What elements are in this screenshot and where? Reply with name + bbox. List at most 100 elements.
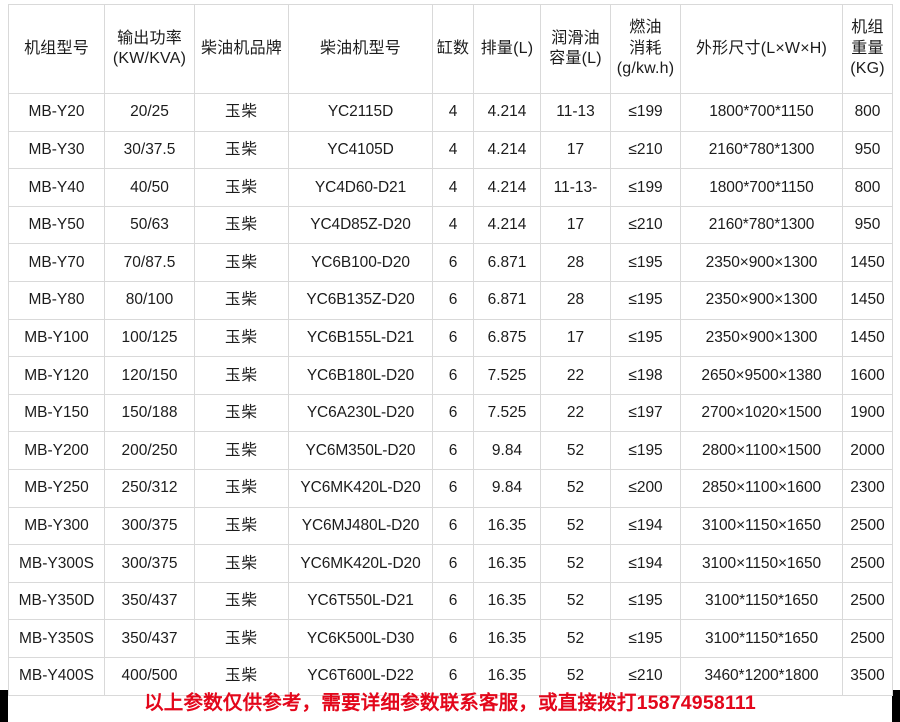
- cell-fuel: ≤195: [610, 243, 681, 282]
- cell-brand: 玉柴: [194, 93, 289, 132]
- cell-disp: 4.214: [473, 93, 541, 132]
- cell-cyl: 6: [432, 243, 474, 282]
- cell-cyl: 6: [432, 431, 474, 470]
- spec-table-wrapper: 机组型号 输出功率 (KW/KVA) 柴油机品牌 柴油机型号 缸数 排量(L) 润滑油 容量(L…: [8, 4, 893, 696]
- cell-model: MB-Y40: [8, 168, 105, 207]
- cell-weight: 3500: [842, 656, 893, 696]
- cell-model: MB-Y70: [8, 243, 105, 282]
- cell-disp: 16.35: [473, 656, 541, 696]
- cell-cyl: 6: [432, 506, 474, 546]
- cell-weight: 2500: [842, 581, 893, 621]
- cell-dim: 3100×1150×1650: [680, 506, 843, 546]
- column-header-model-line-1: 机组型号: [24, 39, 89, 57]
- cell-dim: 2700×1020×1500: [680, 393, 843, 433]
- cell-engine: YC6MK420L-D20: [288, 544, 433, 583]
- cell-dim: 2350×900×1300: [680, 318, 843, 358]
- table-row: MB-Y300 300/375 玉柴 YC6MJ480L-D20 6 16.35 52 ≤19…: [8, 506, 893, 546]
- cell-engine: YC6A230L-D20: [288, 393, 433, 433]
- cell-oil: 28: [540, 243, 611, 282]
- cell-cyl: 6: [432, 581, 474, 621]
- column-header-dim: 外形尺寸(L×W×H): [680, 4, 843, 94]
- cell-model: MB-Y400S: [8, 656, 105, 696]
- cell-brand: 玉柴: [194, 468, 289, 508]
- table-row: MB-Y20 20/25 玉柴 YC2115D 4 4.214 11-13 ≤199 1800*…: [8, 93, 893, 132]
- cell-dim: 2650×9500×1380: [680, 356, 843, 395]
- cell-model: MB-Y350S: [8, 619, 105, 658]
- cell-power: 300/375: [104, 506, 195, 546]
- cell-disp: 16.35: [473, 544, 541, 583]
- cell-cyl: 4: [432, 93, 474, 132]
- cell-brand: 玉柴: [194, 506, 289, 546]
- cell-power: 70/87.5: [104, 243, 195, 282]
- cell-power: 40/50: [104, 168, 195, 207]
- cell-cyl: 4: [432, 130, 474, 170]
- cell-power: 80/100: [104, 280, 195, 320]
- cell-disp: 6.871: [473, 280, 541, 320]
- cell-model: MB-Y250: [8, 468, 105, 508]
- column-header-cyl: 缸数: [432, 4, 474, 94]
- footer-disclaimer: 以上参数仅供参考，需要详细参数联系客服，或直接拨打15874958111: [144, 692, 756, 714]
- cell-weight: 950: [842, 130, 893, 170]
- cell-weight: 800: [842, 93, 893, 132]
- cell-engine: YC6B180L-D20: [288, 356, 433, 395]
- cell-fuel: ≤195: [610, 431, 681, 470]
- table-header: 机组型号 输出功率 (KW/KVA) 柴油机品牌 柴油机型号 缸数 排量(L) 润滑油 容量(L…: [8, 4, 893, 94]
- cell-cyl: 6: [432, 393, 474, 433]
- edge-strip-right: [892, 690, 900, 722]
- cell-disp: 9.84: [473, 431, 541, 470]
- cell-disp: 6.871: [473, 243, 541, 282]
- column-header-fuel-line-3: (g/kw.h): [616, 60, 675, 78]
- table-row: MB-Y30 30/37.5 玉柴 YC4105D 4 4.214 17 ≤210 2160*7…: [8, 130, 893, 170]
- cell-fuel: ≤210: [610, 130, 681, 170]
- table-row: MB-Y300S 300/375 玉柴 YC6MK420L-D20 6 16.35 52 ≤1…: [8, 544, 893, 583]
- cell-engine: YC4105D: [288, 130, 433, 170]
- cell-brand: 玉柴: [194, 619, 289, 658]
- cell-fuel: ≤194: [610, 506, 681, 546]
- column-header-brand-line-1: 柴油机品牌: [200, 39, 282, 57]
- cell-dim: 1800*700*1150: [680, 93, 843, 132]
- cell-power: 350/437: [104, 581, 195, 621]
- cell-engine: YC6T600L-D22: [288, 656, 433, 696]
- cell-engine: YC6B100-D20: [288, 243, 433, 282]
- cell-weight: 2000: [842, 431, 893, 470]
- cell-model: MB-Y80: [8, 280, 105, 320]
- cell-cyl: 6: [432, 280, 474, 320]
- cell-power: 150/188: [104, 393, 195, 433]
- cell-engine: YC6T550L-D21: [288, 581, 433, 621]
- table-row: MB-Y80 80/100 玉柴 YC6B135Z-D20 6 6.871 28 ≤195 23…: [8, 280, 893, 320]
- cell-power: 100/125: [104, 318, 195, 358]
- column-header-weight-line-3: (KG): [850, 60, 885, 78]
- cell-dim: 3100*1150*1650: [680, 581, 843, 621]
- cell-oil: 28: [540, 280, 611, 320]
- cell-brand: 玉柴: [194, 205, 289, 245]
- cell-dim: 3460*1200*1800: [680, 656, 843, 696]
- column-header-disp-line-1: 排量(L): [480, 39, 534, 57]
- column-header-weight-line-2: 重量: [851, 39, 884, 57]
- cell-dim: 3100*1150*1650: [680, 619, 843, 658]
- cell-fuel: ≤199: [610, 93, 681, 132]
- column-header-engine-line-1: 柴油机型号: [319, 39, 401, 57]
- cell-weight: 1450: [842, 243, 893, 282]
- cell-oil: 11-13-: [540, 168, 611, 207]
- cell-brand: 玉柴: [194, 318, 289, 358]
- column-header-engine: 柴油机型号: [288, 4, 433, 94]
- cell-fuel: ≤200: [610, 468, 681, 508]
- table-row: MB-Y100 100/125 玉柴 YC6B155L-D21 6 6.875 17 ≤195…: [8, 318, 893, 358]
- cell-brand: 玉柴: [194, 243, 289, 282]
- cell-dim: 2160*780*1300: [680, 130, 843, 170]
- cell-power: 200/250: [104, 431, 195, 470]
- cell-disp: 4.214: [473, 168, 541, 207]
- cell-disp: 7.525: [473, 393, 541, 433]
- cell-engine: YC2115D: [288, 93, 433, 132]
- cell-engine: YC4D60-D21: [288, 168, 433, 207]
- cell-cyl: 6: [432, 544, 474, 583]
- column-header-oil-line-1: 润滑油: [551, 29, 600, 47]
- cell-disp: 4.214: [473, 130, 541, 170]
- cell-power: 30/37.5: [104, 130, 195, 170]
- cell-disp: 7.525: [473, 356, 541, 395]
- cell-brand: 玉柴: [194, 130, 289, 170]
- edge-strip-left: [0, 690, 8, 722]
- cell-power: 350/437: [104, 619, 195, 658]
- table-row: MB-Y350D 350/437 玉柴 YC6T550L-D21 6 16.35 52 ≤19…: [8, 581, 893, 621]
